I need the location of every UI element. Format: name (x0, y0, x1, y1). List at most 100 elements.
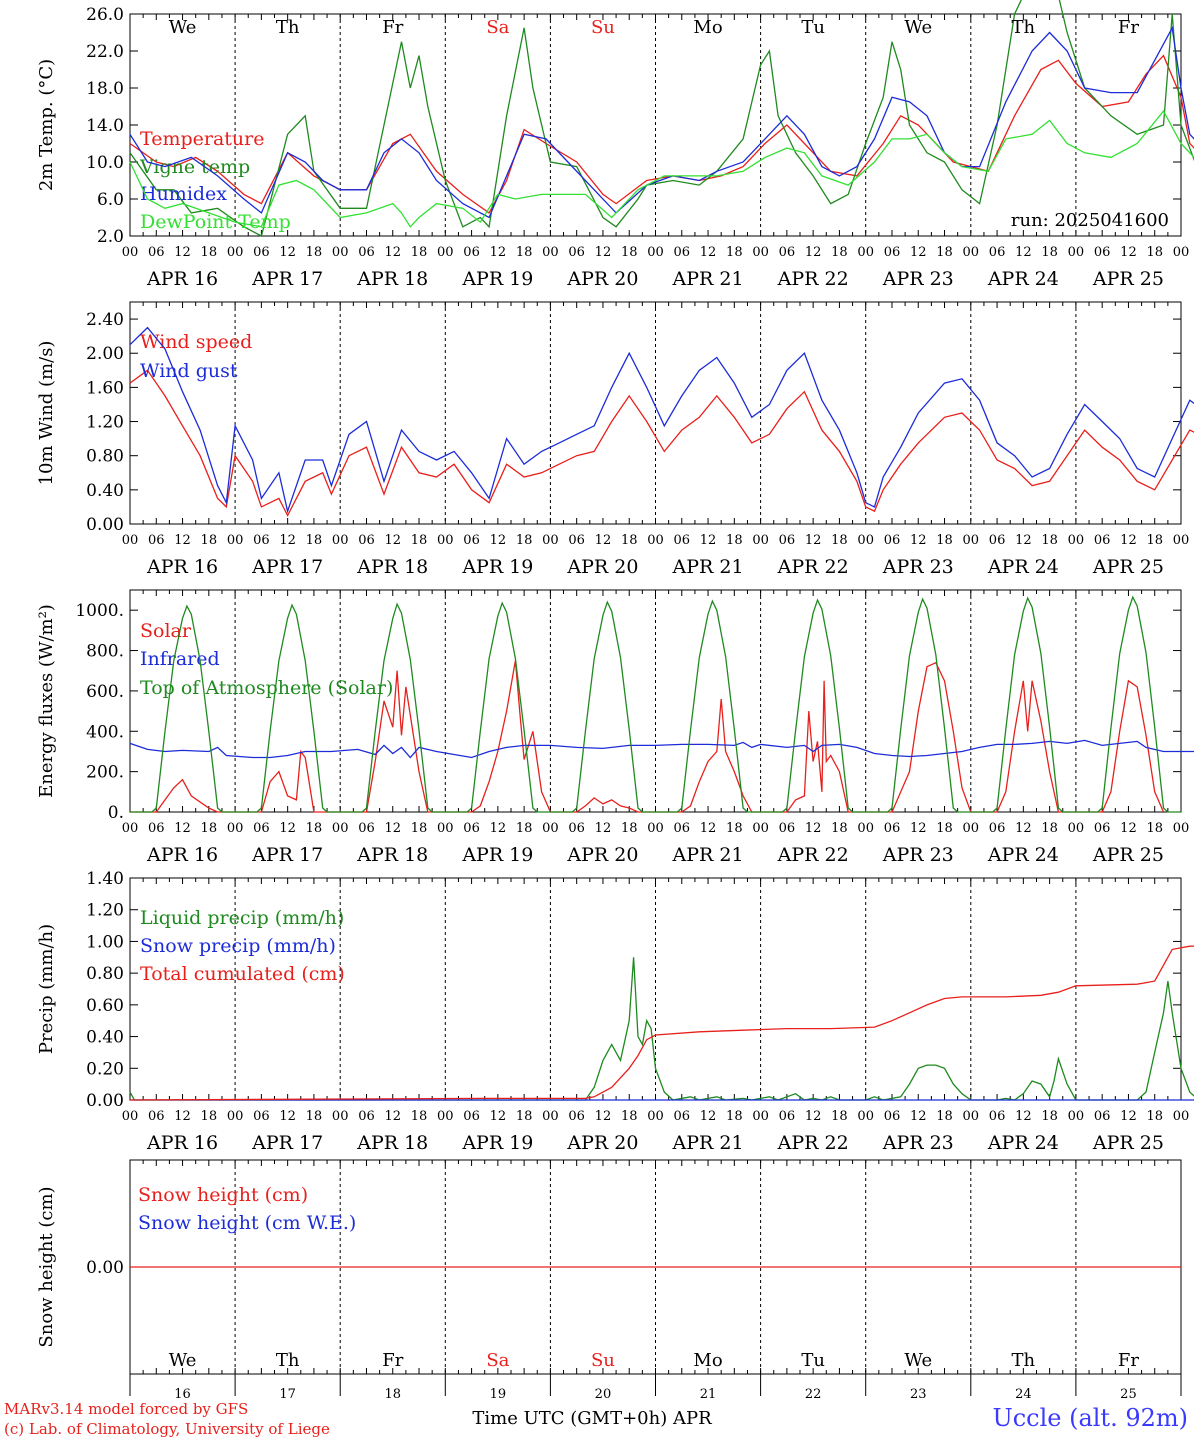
weekday-label: Th (276, 17, 300, 38)
hour-label: 18 (936, 533, 953, 548)
y-tick-label: 1000. (75, 601, 124, 621)
y-tick-label: 18.0 (86, 79, 124, 99)
hour-label: 12 (595, 1109, 612, 1124)
date-label: APR 18 (356, 268, 428, 290)
weekday-label: Mo (693, 17, 722, 38)
date-label: APR 25 (1092, 844, 1164, 866)
date-label: APR 16 (146, 1132, 218, 1154)
hour-label: 12 (805, 533, 822, 548)
y-tick-label: 1.40 (86, 869, 124, 889)
y-tick-label: 0.80 (86, 447, 124, 467)
hour-label: 18 (621, 245, 638, 260)
run-annotation: run: 2025041600 (1011, 210, 1169, 231)
legend-entry: DewPoint Temp (140, 211, 291, 233)
hour-label: 00 (437, 821, 454, 836)
hour-label: 00 (542, 533, 559, 548)
date-label: APR 18 (356, 556, 428, 578)
date-label: APR 21 (672, 556, 744, 578)
weekday-label: Mo (693, 1350, 722, 1371)
date-label: APR 20 (566, 556, 638, 578)
hour-label: 06 (463, 245, 480, 260)
weekday-label: Sa (486, 1350, 509, 1371)
hour-label: 18 (936, 821, 953, 836)
hour-label: 18 (1041, 533, 1058, 548)
hour-label: 00 (122, 245, 139, 260)
hour-label: 18 (726, 1109, 743, 1124)
hour-label: 12 (174, 533, 191, 548)
day-number: 24 (1015, 1387, 1032, 1402)
hour-label: 06 (568, 1109, 585, 1124)
date-label: APR 25 (1092, 556, 1164, 578)
date-label: APR 22 (777, 1132, 849, 1154)
hour-label: 00 (1068, 821, 1085, 836)
hour-label: 18 (936, 1109, 953, 1124)
weekday-label: We (904, 17, 932, 38)
hour-label: 12 (910, 245, 927, 260)
hour-label: 12 (384, 533, 401, 548)
date-label: APR 17 (251, 556, 323, 578)
day-number: 16 (174, 1387, 191, 1402)
hour-label: 18 (726, 533, 743, 548)
hour-label: 00 (752, 245, 769, 260)
panel-5: 0.00 Snow height (cm) Snow height (cm) Snow… (36, 1159, 1182, 1402)
date-label: APR 23 (882, 268, 954, 290)
y-axis-label: 2m Temp. (°C) (36, 59, 57, 191)
hour-label: 00 (752, 821, 769, 836)
hour-label: 06 (779, 533, 796, 548)
hour-label: 00 (122, 1109, 139, 1124)
hour-label: 06 (358, 245, 375, 260)
hour-label: 18 (831, 245, 848, 260)
legend-entry: Infrared (140, 648, 220, 670)
date-label: APR 24 (987, 1132, 1059, 1154)
y-tick-label: 14.0 (86, 116, 124, 136)
y-tick-label: 0.40 (86, 481, 124, 501)
hour-label: 12 (384, 245, 401, 260)
hour-label: 00 (752, 1109, 769, 1124)
hour-label: 18 (516, 1109, 533, 1124)
series-line (129, 54, 1194, 214)
series-line (129, 739, 1194, 759)
hour-label: 12 (490, 821, 507, 836)
y-tick-label: 1.20 (86, 413, 124, 433)
hour-label: 00 (963, 821, 980, 836)
hour-label: 12 (174, 245, 191, 260)
series-line (129, 326, 1194, 514)
weekday-label: Fr (1118, 1350, 1139, 1371)
legend-entry: Liquid precip (mm/h) (140, 907, 344, 929)
hour-label: 12 (910, 533, 927, 548)
weekday-label: Fr (1118, 17, 1139, 38)
legend-entry: Humidex (140, 183, 227, 205)
hour-label: 18 (201, 821, 218, 836)
weekday-label: We (169, 17, 197, 38)
y-tick-label: 2.0 (97, 227, 124, 247)
hour-label: 00 (542, 821, 559, 836)
y-tick-label: 0.00 (86, 1258, 124, 1278)
hour-label: 12 (595, 533, 612, 548)
hour-label: 06 (148, 245, 165, 260)
hour-label: 18 (306, 245, 323, 260)
panel-2: 0.00 0.40 0.80 1.20 1.60 2.00 2.40 10m Wind (m/… (36, 301, 1194, 578)
series-line (129, 25, 1194, 219)
hour-label: 12 (490, 245, 507, 260)
hour-label: 18 (201, 533, 218, 548)
hour-label: 00 (227, 1109, 244, 1124)
date-label: APR 23 (882, 1132, 954, 1154)
y-tick-label: 6.0 (97, 190, 124, 210)
weekday-label: Th (276, 1350, 300, 1371)
hour-label: 06 (253, 245, 270, 260)
date-label: APR 19 (461, 268, 533, 290)
hour-label: 00 (437, 245, 454, 260)
hour-label: 18 (1041, 1109, 1058, 1124)
y-tick-label: 0.40 (86, 1028, 124, 1048)
hour-label: 18 (1146, 533, 1163, 548)
hour-label: 00 (857, 1109, 874, 1124)
hour-label: 06 (148, 533, 165, 548)
legend-entry: Snow height (cm) (138, 1184, 308, 1206)
hour-label: 18 (411, 245, 428, 260)
hour-label: 18 (516, 245, 533, 260)
hour-label: 12 (1120, 533, 1137, 548)
hour-label: 12 (279, 821, 296, 836)
y-tick-label: 0.20 (86, 1059, 124, 1079)
hour-label: 12 (174, 821, 191, 836)
hour-label: 06 (884, 533, 901, 548)
